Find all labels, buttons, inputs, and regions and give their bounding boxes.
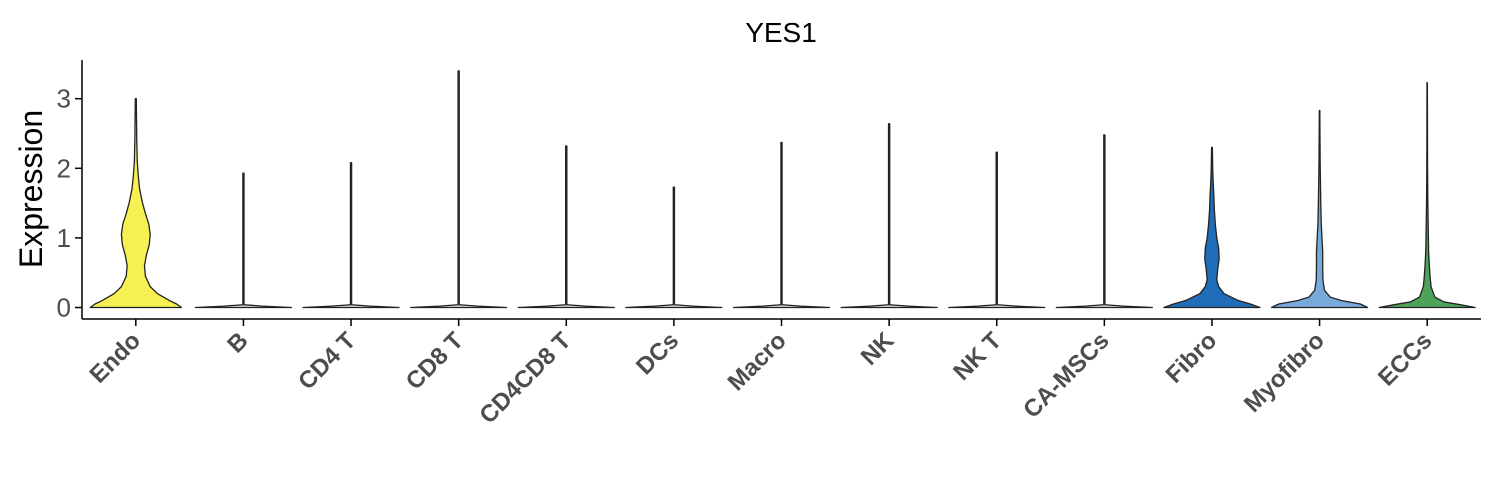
violin-fibro (1163, 146, 1261, 309)
x-tick-label: ECCs (1373, 327, 1437, 391)
y-tick-label: 2 (57, 153, 71, 183)
violin-cd8-t (410, 70, 508, 309)
violin-dcs (625, 186, 723, 309)
x-tick-label: NK (856, 327, 900, 371)
x-axis-ticks: Endo B CD4 T CD8 T CD4CD8 T DCs Macro NK NK T CA-… (85, 319, 1437, 429)
y-tick-label: 0 (57, 293, 71, 323)
violin-nk (840, 123, 938, 309)
x-tick-label: NK T (948, 327, 1007, 386)
x-tick-label: CD4 T (293, 327, 361, 395)
violin-myofibro (1270, 109, 1369, 309)
x-tick-label: Macro (723, 327, 792, 396)
violin-endo (89, 98, 183, 309)
x-tick-label: Myofibro (1239, 327, 1330, 418)
x-tick-label: CA-MSCs (1018, 327, 1114, 423)
violin-ca-mscs (1055, 134, 1153, 309)
violin-eccs (1378, 82, 1476, 309)
x-tick-label: DCs (631, 327, 684, 380)
x-tick-label: Endo (85, 327, 147, 389)
violin-b (194, 172, 293, 309)
chart-title: YES1 (745, 17, 817, 48)
violin-nk-t (948, 151, 1046, 309)
x-tick-label: CD4CD8 T (474, 327, 576, 429)
y-axis-label: Expression (13, 110, 49, 268)
violin-cd4-t (302, 162, 400, 309)
x-tick-label: CD8 T (401, 327, 469, 395)
y-tick-label: 3 (57, 84, 71, 114)
violin-group (89, 70, 1476, 309)
y-tick-label: 1 (57, 223, 71, 253)
y-axis-ticks: 0 1 2 3 (57, 84, 82, 323)
x-tick-label: B (222, 327, 253, 358)
x-tick-label: Fibro (1161, 327, 1223, 389)
violin-cd4cd8-t (517, 145, 615, 309)
violin-macro (732, 141, 831, 309)
